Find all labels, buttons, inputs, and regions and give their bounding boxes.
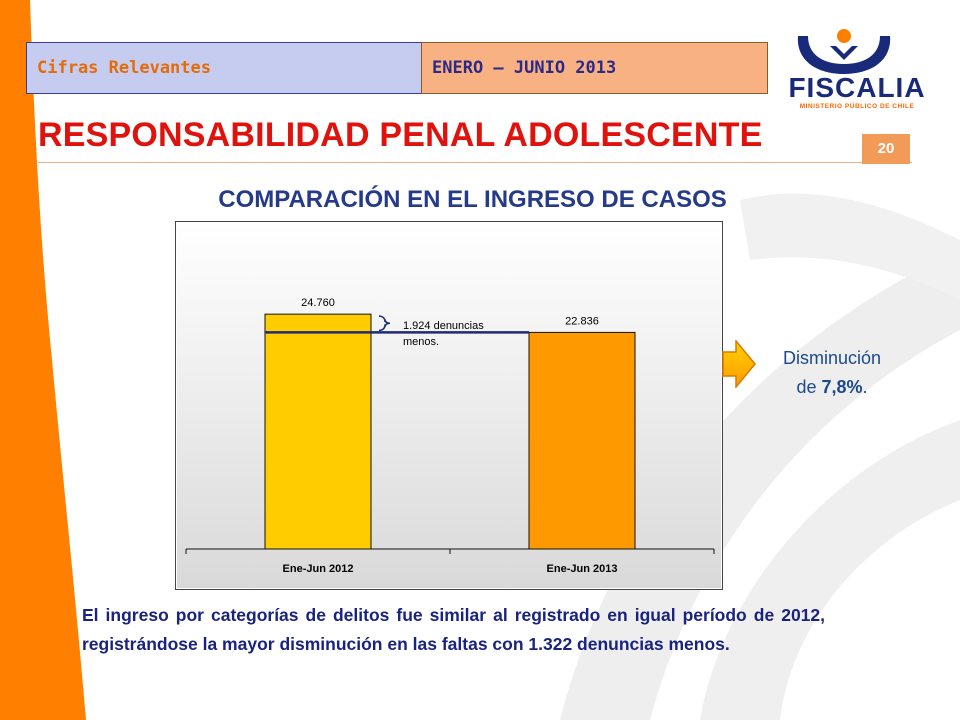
logo-emblem-figure xyxy=(830,46,858,60)
logo-emblem-arc xyxy=(797,36,891,74)
logo-wordmark: FISCALIA xyxy=(788,72,926,103)
bar-2 xyxy=(528,331,636,550)
bar-chart: 24.760 Ene-Jun 2012 22.836 Ene-Jun 2013 1.92… xyxy=(177,223,721,588)
logo-emblem-head xyxy=(837,29,851,43)
watermark-arc-3 xyxy=(740,193,960,300)
arrow-right-icon xyxy=(722,340,756,388)
plot-area-background xyxy=(177,223,721,588)
note-prefix: de xyxy=(796,377,822,397)
difference-brace xyxy=(378,315,391,332)
summary-paragraph: El ingreso por categorías de delitos fue… xyxy=(82,605,825,654)
annotation-line1: 1.924 denuncias xyxy=(403,320,484,332)
decrease-note: Disminución de 7,8%. xyxy=(766,344,898,402)
left-orange-swoosh xyxy=(0,0,86,720)
fiscalia-logo xyxy=(797,29,891,74)
logo-subtitle: MINISTERIO PÚBLICO DE CHILE xyxy=(799,103,915,110)
note-percent: 7,8% xyxy=(821,377,863,397)
chart-subtitle: COMPARACIÓN EN EL INGRESO DE CASOS xyxy=(218,186,727,213)
watermark-arc-2 xyxy=(700,420,960,720)
category-label-2: Ene-Jun 2013 xyxy=(547,563,618,575)
note-suffix: . xyxy=(862,377,868,397)
bar-1 xyxy=(264,313,372,550)
note-line1: Disminución xyxy=(782,348,882,368)
title-underline xyxy=(38,162,912,163)
page-number-badge: 20 xyxy=(862,134,910,164)
bar-value-label-1: 24.760 xyxy=(301,297,335,309)
annotation-line2: menos. xyxy=(403,336,439,348)
header-tab-section: Cifras Relevantes xyxy=(26,42,422,94)
bar-value-label-2: 22.836 xyxy=(565,315,599,327)
page-title: RESPONSABILIDAD PENAL ADOLESCENTE xyxy=(38,116,763,154)
watermark-arc-1 xyxy=(560,250,960,720)
note-line2: de 7,8%. xyxy=(766,373,898,402)
header-tab-period: ENERO – JUNIO 2013 xyxy=(421,42,768,94)
category-label-1: Ene-Jun 2012 xyxy=(283,563,354,575)
